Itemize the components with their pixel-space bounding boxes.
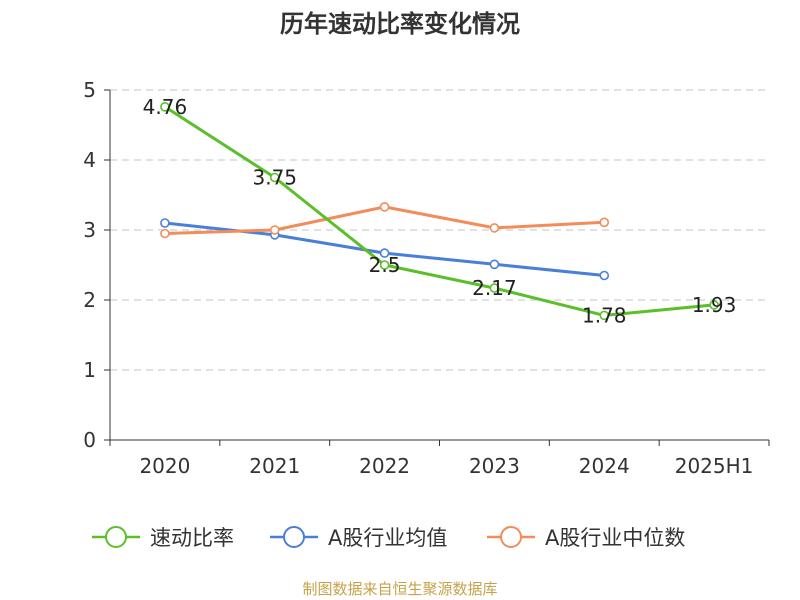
series-1-point[interactable] bbox=[379, 248, 390, 258]
series-2-point[interactable] bbox=[160, 228, 170, 239]
x-tick-label: 2023 bbox=[469, 454, 520, 478]
series-1-point[interactable] bbox=[489, 259, 500, 270]
legend-marker-icon bbox=[500, 526, 522, 548]
legend-marker-icon bbox=[105, 526, 127, 548]
legend-item-2[interactable]: A股行业中位数 bbox=[487, 526, 685, 550]
y-tick-label: 5 bbox=[83, 78, 96, 102]
series-2-point[interactable] bbox=[489, 223, 500, 233]
x-tick-label: 2024 bbox=[579, 454, 630, 478]
y-tick-label: 0 bbox=[83, 428, 96, 452]
legend-marker-icon bbox=[283, 526, 305, 548]
axes: 0 1 2 3 4 5 2020 2021 2022 2023 2024 2025H1 bbox=[83, 78, 770, 478]
legend-item-0[interactable]: 速动比率 bbox=[92, 526, 234, 550]
gridlines bbox=[110, 89, 769, 371]
y-tick-label: 4 bbox=[83, 148, 96, 172]
legend-label: 速动比率 bbox=[150, 526, 234, 550]
data-label: 2.17 bbox=[472, 276, 517, 300]
y-tick-label: 2 bbox=[83, 288, 96, 312]
series-lines bbox=[160, 102, 719, 321]
chart-title: 历年速动比率变化情况 bbox=[280, 10, 520, 38]
x-tick-label: 2025H1 bbox=[675, 454, 754, 478]
x-tick-label: 2020 bbox=[139, 454, 190, 478]
x-tick-label: 2022 bbox=[359, 454, 410, 478]
y-tick-label: 3 bbox=[83, 218, 96, 242]
series-2-point[interactable] bbox=[599, 217, 610, 228]
series-0-point[interactable] bbox=[160, 102, 170, 112]
data-labels: 4.76 3.75 2.5 2.17 1.78 1.93 bbox=[143, 95, 737, 328]
source-note: 制图数据来自恒生聚源数据库 bbox=[302, 580, 497, 598]
data-label: 4.76 bbox=[143, 95, 188, 119]
data-label: 1.93 bbox=[692, 293, 737, 317]
legend-item-1[interactable]: A股行业均值 bbox=[270, 526, 447, 550]
series-2-point[interactable] bbox=[269, 225, 280, 235]
series-0-line bbox=[163, 105, 716, 317]
legend-label: A股行业均值 bbox=[328, 526, 447, 550]
data-label: 3.75 bbox=[252, 166, 297, 190]
x-tick-label: 2021 bbox=[249, 454, 300, 478]
y-tick-label: 1 bbox=[83, 358, 96, 382]
legend-label: A股行业中位数 bbox=[545, 526, 685, 550]
legend[interactable]: 速动比率 A股行业均值 A股行业中位数 bbox=[92, 526, 685, 550]
series-0-point[interactable] bbox=[379, 260, 390, 270]
series-0-point[interactable] bbox=[269, 172, 280, 183]
data-label: 1.78 bbox=[582, 303, 627, 327]
series-0-point[interactable] bbox=[489, 283, 500, 293]
series-1-point[interactable] bbox=[599, 270, 610, 281]
series-0-point[interactable] bbox=[709, 300, 719, 310]
series-2-point[interactable] bbox=[379, 202, 390, 212]
data-label: 2.5 bbox=[369, 253, 401, 277]
series-0-point[interactable] bbox=[599, 310, 610, 321]
series-1-point[interactable] bbox=[160, 218, 170, 228]
